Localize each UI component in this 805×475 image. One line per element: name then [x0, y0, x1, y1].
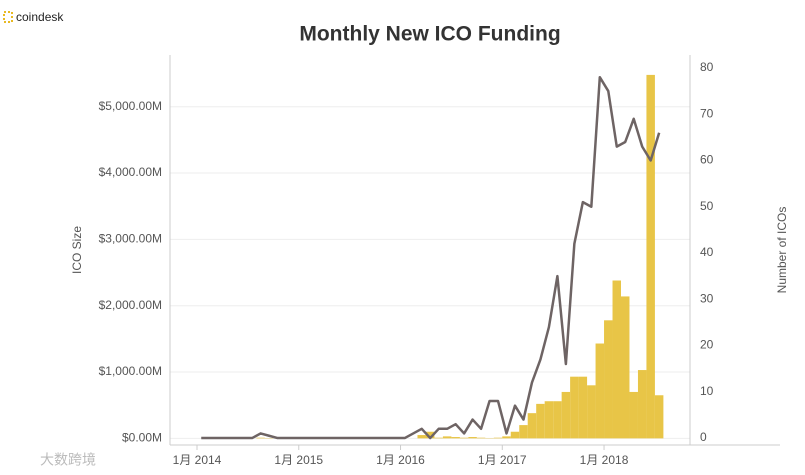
y2-tick-label: 60 [700, 153, 714, 167]
bar [629, 391, 638, 439]
bar [468, 437, 477, 439]
bar [604, 320, 613, 439]
y-axis-label: ICO Size [70, 226, 84, 274]
y2-tick-label: 70 [700, 106, 714, 120]
bar [417, 435, 426, 439]
bar [654, 395, 664, 439]
y-tick-label: $4,000.00M [99, 165, 162, 179]
y-tick-label: $1,000.00M [99, 364, 162, 378]
bar [434, 437, 443, 439]
bar [536, 403, 545, 439]
bar [544, 401, 554, 439]
watermark: 大数跨境 [40, 452, 96, 468]
bar [476, 437, 486, 439]
y2-tick-label: 20 [700, 338, 714, 352]
chart-title: Monthly New ICO Funding [299, 23, 560, 46]
bar [561, 391, 571, 439]
x-tick-label: 1月 2015 [274, 453, 323, 467]
bar [502, 436, 511, 439]
y2-tick-label: 0 [700, 430, 707, 444]
y-tick-label: $2,000.00M [99, 298, 162, 312]
y-tick-label: $5,000.00M [99, 99, 162, 113]
y-tick-label: $3,000.00M [99, 232, 162, 246]
bar [519, 425, 528, 439]
bar [570, 376, 579, 439]
bar [425, 431, 435, 439]
bar [587, 385, 596, 439]
bar [493, 437, 503, 439]
y2-tick-label: 30 [700, 291, 714, 305]
bar [637, 370, 647, 439]
y2-tick-label: 40 [700, 245, 714, 259]
bar [256, 437, 265, 439]
x-tick-label: 1月 2018 [580, 453, 629, 467]
bar [595, 343, 605, 439]
brand-logo [3, 11, 13, 23]
bar [451, 437, 460, 439]
y-tick-label: $0.00M [122, 431, 162, 445]
bar [612, 280, 621, 439]
bar [553, 401, 562, 439]
y2-tick-label: 80 [700, 60, 714, 74]
bar [510, 431, 520, 439]
x-tick-label: 1月 2014 [173, 453, 222, 467]
bar [527, 413, 537, 439]
bar [459, 437, 469, 439]
x-tick-label: 1月 2017 [478, 453, 527, 467]
x-tick-label: 1月 2016 [376, 453, 425, 467]
line [201, 75, 661, 440]
bar [646, 74, 655, 439]
bar [578, 376, 588, 439]
brand: coindesk [16, 10, 64, 24]
y2-tick-label: 10 [700, 384, 714, 398]
y2-tick-label: 50 [700, 199, 714, 213]
bar [442, 436, 452, 439]
y2-axis-label: Number of ICOs [775, 207, 789, 294]
bar [621, 296, 630, 439]
